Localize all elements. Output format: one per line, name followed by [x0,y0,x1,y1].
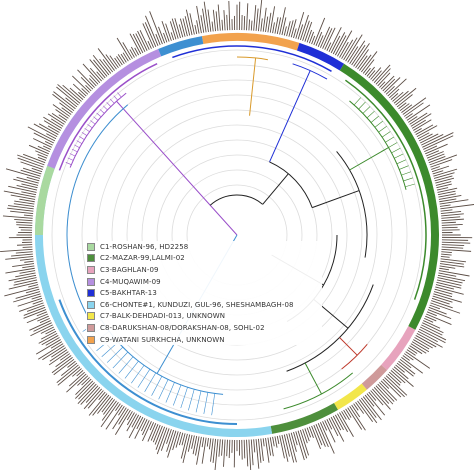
legend-swatch-c5 [87,289,95,298]
legend-label-c1: C1-ROSHAN-96, HD2258 [100,242,189,251]
legend-label-c2: C2-MAZAR-99,LALMI-02 [100,254,185,263]
legend-label-c5: C5-BAKHTAR-13 [100,289,157,298]
legend-label-c9: C9-WATANI SURKHCHA, UNKNOWN [100,335,225,344]
legend-item-c4: C4-MUQAWIM-09 [86,276,322,288]
legend-label-c3: C3-BAGHLAN-09 [100,265,159,274]
legend-swatch-c3 [87,265,95,274]
legend-label-c8: C8-DARUKSHAN-08/DORAKSHAN-08, SOHL-02 [100,323,265,332]
legend-swatch-c8 [87,323,95,332]
legend-swatch-c4 [87,277,95,286]
legend-swatch-c2 [87,254,95,263]
legend-swatch-c6 [87,300,95,309]
legend-item-c8: C8-DARUKSHAN-08/DORAKSHAN-08, SOHL-02 [86,322,322,334]
legend-label-c6: C6-CHONTE#1, KUNDUZI, GUL-96, SHESHAMBAG… [100,300,294,309]
clade-legend: C1-ROSHAN-96, HD2258 C2-MAZAR-99,LALMI-0… [86,241,322,346]
legend-item-c1: C1-ROSHAN-96, HD2258 [86,241,322,253]
concentric-grid-rings [51,49,423,421]
legend-item-c9: C9-WATANI SURKHCHA, UNKNOWN [86,334,322,346]
legend-item-c6: C6-CHONTE#1, KUNDUZI, GUL-96, SHESHAMBAG… [86,299,322,311]
legend-item-c5: C5-BAKHTAR-13 [86,287,322,299]
legend-swatch-c9 [87,335,95,344]
legend-label-c4: C4-MUQAWIM-09 [100,277,161,286]
legend-item-c2: C2-MAZAR-99,LALMI-02 [86,253,322,265]
legend-swatch-c7 [87,312,95,321]
legend-label-c7: C7-BALK-DEHDADI-013, UNKNOWN [100,312,226,321]
legend-item-c7: C7-BALK-DEHDADI-013, UNKNOWN [86,311,322,323]
clade-color-ring [35,33,439,437]
legend-swatch-c1 [87,242,95,251]
tree-branches [65,56,415,416]
legend-item-c3: C3-BAGHLAN-09 [86,264,322,276]
